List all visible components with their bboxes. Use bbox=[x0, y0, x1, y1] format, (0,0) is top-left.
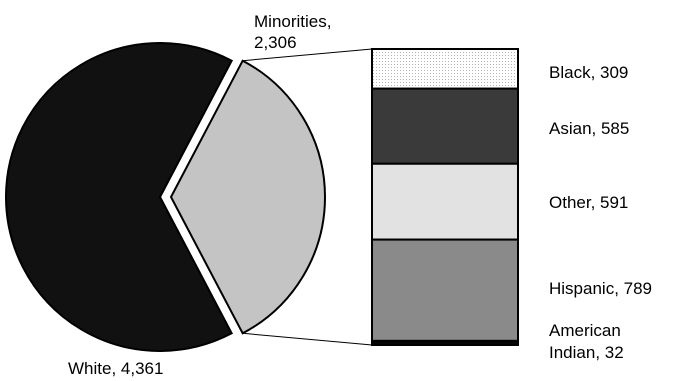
bar-label-black: Black, 309 bbox=[549, 63, 628, 82]
connector-lines bbox=[242, 48, 373, 346]
bar-label-other: Other, 591 bbox=[549, 193, 628, 212]
bar-segment-other bbox=[371, 162, 519, 241]
pie-label-white: White, 4,361 bbox=[68, 359, 163, 378]
bar-segment-asian bbox=[371, 87, 519, 165]
bar-segment-hispanic bbox=[371, 238, 519, 342]
bar-label-asian: Asian, 585 bbox=[549, 119, 629, 138]
data-labels: White, 4,361 Minorities, 2,306 Black, 309 As… bbox=[68, 12, 652, 378]
bar-label-american-indian: American Indian, 32 bbox=[549, 321, 624, 362]
pie-slice-minorities bbox=[169, 59, 326, 335]
pie-slice-white bbox=[5, 42, 234, 352]
bar-label-hispanic: Hispanic, 789 bbox=[549, 279, 652, 298]
bar-segment-american-indian bbox=[371, 339, 519, 347]
connector-line-top bbox=[242, 48, 373, 62]
pie-group bbox=[5, 42, 326, 352]
pie-label-minorities: Minorities, 2,306 bbox=[254, 12, 331, 52]
stacked-bar-group bbox=[371, 48, 519, 347]
connector-line-bottom bbox=[242, 332, 373, 346]
bar-segment-black bbox=[371, 48, 519, 90]
